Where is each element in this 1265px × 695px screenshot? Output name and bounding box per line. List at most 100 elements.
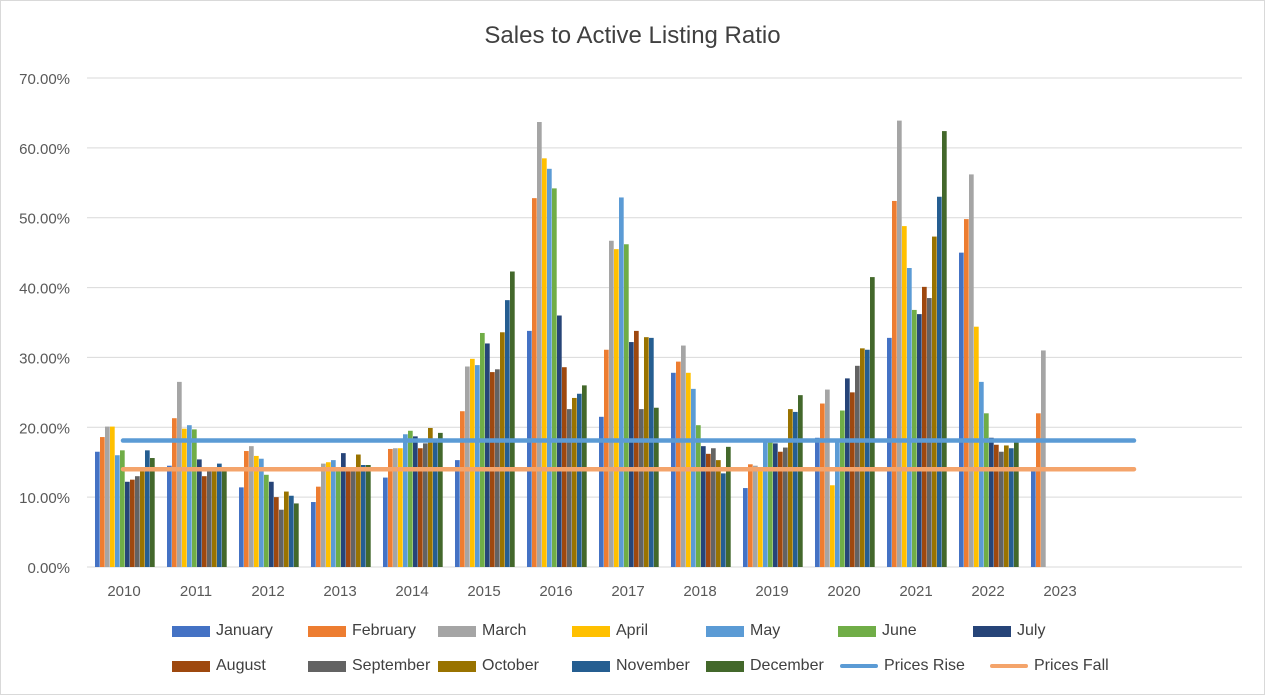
bar: [465, 366, 470, 567]
bar: [609, 240, 614, 567]
x-tick-label: 2021: [899, 583, 932, 600]
bar: [927, 298, 932, 567]
bar: [383, 477, 388, 567]
bar: [748, 464, 753, 567]
bar: [798, 395, 803, 567]
bar: [932, 236, 937, 567]
bar: [763, 441, 768, 567]
bar: [259, 458, 264, 567]
bar: [778, 451, 783, 567]
bar: [887, 337, 892, 567]
bar: [177, 381, 182, 567]
bar: [994, 444, 999, 567]
bar: [979, 381, 984, 567]
bar: [696, 425, 701, 567]
bar: [1031, 470, 1036, 567]
bar: [959, 252, 964, 567]
bar: [192, 429, 197, 567]
bar: [388, 448, 393, 567]
bar: [418, 448, 423, 567]
bar: [964, 219, 969, 567]
bar: [711, 448, 716, 567]
bar: [125, 481, 130, 567]
bar: [274, 497, 279, 567]
bar: [413, 436, 418, 567]
bar: [197, 459, 202, 567]
bar: [433, 441, 438, 567]
bar: [505, 300, 510, 567]
bar: [969, 174, 974, 567]
x-tick-label: 2018: [683, 583, 716, 600]
bar: [753, 465, 758, 567]
bar: [423, 443, 428, 567]
bar: [870, 277, 875, 567]
bar: [212, 469, 217, 567]
bar: [326, 462, 331, 567]
x-tick-label: 2014: [395, 583, 428, 600]
bar: [532, 198, 537, 567]
bar: [815, 437, 820, 567]
bar: [187, 425, 192, 567]
bar: [172, 418, 177, 567]
bar: [346, 469, 351, 567]
bar: [1036, 413, 1041, 567]
bar: [706, 453, 711, 567]
bar: [942, 131, 947, 567]
chart-title: Sales to Active Listing Ratio: [484, 22, 781, 49]
bar: [455, 460, 460, 567]
bar: [510, 271, 515, 567]
bar: [758, 469, 763, 567]
bar: [567, 409, 572, 567]
y-tick-label: 0.00%: [27, 560, 70, 577]
bar: [984, 413, 989, 567]
bar: [438, 432, 443, 567]
bar: [835, 441, 840, 567]
bar: [676, 361, 681, 567]
bar: [937, 196, 942, 567]
bar: [341, 453, 346, 567]
y-tick-label: 10.00%: [19, 490, 70, 507]
bar: [825, 389, 830, 567]
y-tick-label: 30.00%: [19, 350, 70, 367]
bar: [115, 455, 120, 567]
bar: [830, 485, 835, 567]
bar: [130, 479, 135, 567]
bar: [902, 226, 907, 567]
bar: [552, 188, 557, 568]
bar: [167, 465, 172, 567]
x-tick-label: 2010: [107, 583, 140, 600]
y-tick-label: 40.00%: [19, 281, 70, 298]
bar: [366, 465, 371, 567]
x-tick-label: 2012: [251, 583, 284, 600]
bar: [331, 460, 336, 567]
bar: [475, 365, 480, 567]
bar: [269, 481, 274, 567]
bar: [773, 443, 778, 567]
bar: [850, 392, 855, 567]
bar: [644, 337, 649, 567]
bar: [681, 345, 686, 567]
bar: [202, 476, 207, 567]
bar: [120, 450, 125, 567]
bar: [793, 411, 798, 567]
x-tick-label: 2023: [1043, 583, 1076, 600]
bar: [182, 428, 187, 567]
bar: [460, 411, 465, 567]
bar: [701, 446, 706, 567]
bar: [629, 342, 634, 567]
bar: [788, 409, 793, 567]
bar: [840, 410, 845, 567]
bar: [408, 430, 413, 567]
bar: [716, 460, 721, 567]
bar: [336, 467, 341, 567]
bar: [547, 168, 552, 568]
bar: [1009, 448, 1014, 567]
bar: [500, 332, 505, 567]
bar: [1004, 445, 1009, 567]
x-tick-label: 2016: [539, 583, 572, 600]
bar: [217, 463, 222, 567]
bar: [1014, 441, 1019, 567]
bar: [428, 427, 433, 567]
bar: [721, 473, 726, 567]
